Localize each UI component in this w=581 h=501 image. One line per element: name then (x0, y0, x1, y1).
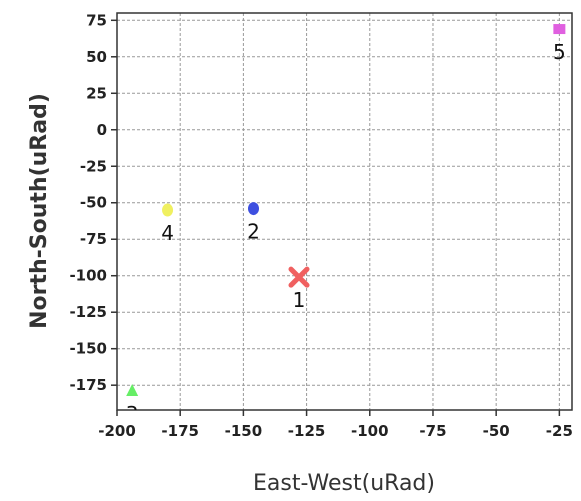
y-tick-label: -25 (80, 157, 107, 175)
data-point-2: 2 (247, 202, 260, 244)
y-tick-label: 0 (97, 121, 107, 139)
x-tick-label: -175 (161, 422, 199, 440)
triangle-marker (126, 384, 139, 397)
plot-frame (116, 12, 573, 411)
data-points: 1 2 3 4 5 (126, 24, 566, 426)
y-tick-label: -150 (69, 340, 107, 358)
x-marker (288, 266, 310, 288)
data-point-5: 5 (553, 24, 566, 64)
x-tick-label: -125 (288, 422, 326, 440)
y-axis-ticks: 75 50 25 0 -25 -50 -75 -100 -125 -150 -175 (69, 11, 117, 394)
y-tick-label: 50 (86, 48, 107, 66)
y-tick-label: -50 (80, 194, 107, 212)
point-label: 5 (553, 40, 566, 64)
point-label: 3 (126, 402, 139, 426)
y-tick-label: -75 (80, 230, 107, 248)
y-axis-title: North-South(uRad) (27, 93, 52, 329)
circle-marker (162, 203, 174, 217)
x-tick-label: -25 (546, 422, 573, 440)
square-marker (553, 24, 566, 35)
x-tick-label: -100 (351, 422, 389, 440)
x-axis-title: East-West(uRad) (253, 471, 435, 496)
x-tick-label: -75 (419, 422, 446, 440)
point-label: 4 (161, 221, 174, 245)
point-label: 1 (293, 288, 306, 312)
y-tick-label: -100 (69, 267, 107, 285)
x-axis-ticks: -200 -175 -150 -125 -100 -75 -50 -25 (98, 410, 573, 440)
point-label: 2 (247, 220, 260, 244)
x-tick-label: -200 (98, 422, 136, 440)
y-tick-label: -175 (69, 376, 107, 394)
data-point-1: 1 (288, 266, 310, 312)
circle-marker (248, 202, 259, 216)
y-tick-label: 25 (86, 84, 107, 102)
y-tick-label: 75 (86, 11, 107, 29)
y-tick-label: -125 (69, 303, 107, 321)
x-tick-label: -50 (483, 422, 510, 440)
data-point-3: 3 (126, 384, 139, 426)
x-tick-label: -150 (225, 422, 263, 440)
plot-background (117, 13, 572, 410)
data-point-4: 4 (161, 203, 174, 245)
grid-lines (117, 13, 572, 410)
